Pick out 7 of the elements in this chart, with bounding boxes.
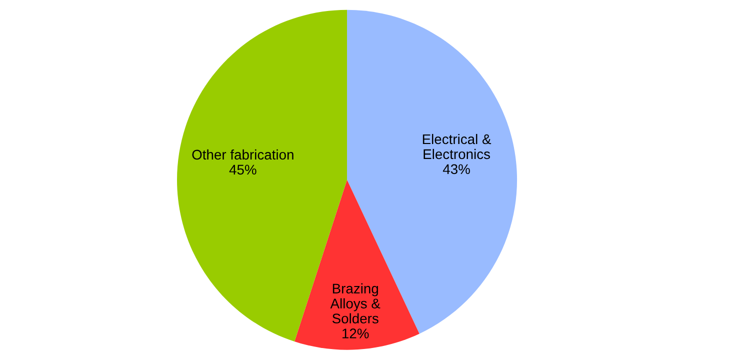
data-label: 45% [229,164,256,175]
pie-slice [294,180,420,350]
data-label: 43% [442,164,470,174]
data-label: 12% [342,328,369,338]
slice-label: Brazing Alloys & Solders [330,283,380,324]
slice-label: Other fabrication [192,149,294,160]
slice-label: Electrical & Electronics [422,134,492,160]
